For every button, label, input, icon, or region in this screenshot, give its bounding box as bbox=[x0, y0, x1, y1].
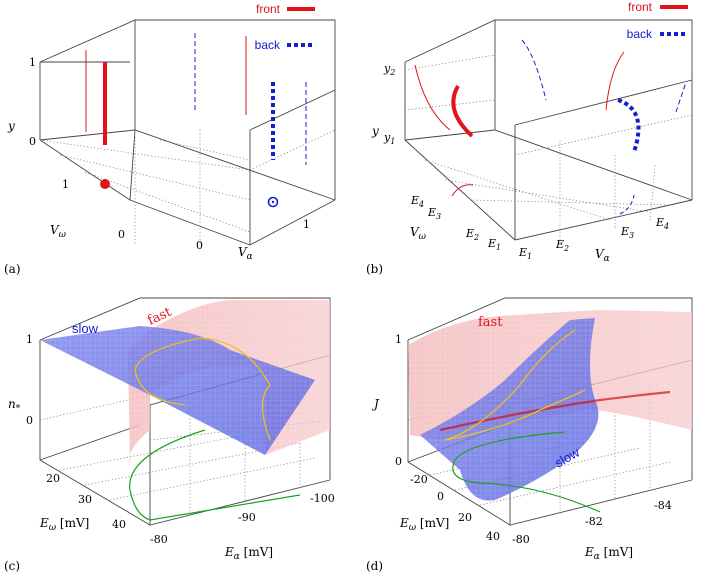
panel-c-z-tick-0: 0 bbox=[26, 414, 33, 427]
panel-b-right-tick-e4: E4 bbox=[655, 216, 669, 231]
panel-a-back-point-dot bbox=[271, 200, 275, 204]
panel-c-left-tick-40: 40 bbox=[112, 518, 126, 531]
panel-d-left-tick-0: 0 bbox=[437, 490, 444, 503]
panel-c-left-tick-30: 30 bbox=[78, 493, 92, 506]
panel-c-left-axis-label: Eω [mV] bbox=[39, 516, 89, 533]
panel-d-left-tick-m20: -20 bbox=[410, 473, 428, 486]
panel-b-back-curve-left bbox=[521, 39, 547, 101]
panel-b-front-curve-left bbox=[414, 64, 451, 131]
panel-c-slow-surface-mesh bbox=[40, 326, 315, 455]
panel-c-intersection-curve bbox=[134, 337, 271, 441]
panel-c-right-tick-100: -100 bbox=[310, 492, 335, 505]
panel-a: front back y 1 0 1 0 Vω 0 1 Vα (a) bbox=[4, 2, 336, 276]
panel-a-left-axis-label: Vω bbox=[50, 223, 67, 240]
panel-b-front-curve-right bbox=[605, 51, 625, 111]
panel-d-left-tick-40: 40 bbox=[486, 530, 500, 543]
panel-c-label: (c) bbox=[4, 559, 20, 573]
panel-b-right-axis-label: Vα bbox=[595, 247, 610, 264]
panel-a-right-axis-label: Vα bbox=[238, 245, 253, 262]
panel-b-z-tick-y1: y1 bbox=[383, 131, 395, 146]
panel-d-right-tick-82: -82 bbox=[585, 515, 603, 528]
panel-a-z-tick-1: 1 bbox=[29, 56, 36, 69]
panel-c-nullcline bbox=[129, 429, 301, 521]
panel-c-left-tick-20: 20 bbox=[46, 472, 60, 485]
panel-d: fast slow J 1 0 -20 0 20 40 Eω [mV] -80 … bbox=[366, 297, 693, 573]
panel-b-legend-front: front bbox=[628, 0, 653, 14]
panel-a-back-point bbox=[267, 196, 279, 208]
panel-b-back-curve-floor bbox=[619, 194, 635, 215]
panel-b-right-tick-e3: E3 bbox=[620, 225, 634, 240]
panel-c-right-tick-80: -80 bbox=[150, 533, 168, 546]
panel-a-legend-back: back bbox=[255, 38, 281, 52]
panel-b-left-tick-e2: E2 bbox=[465, 227, 479, 242]
panel-a-front-point bbox=[100, 179, 110, 189]
panel-b-legend-back: back bbox=[627, 27, 653, 41]
panel-d-left-tick-20: 20 bbox=[458, 511, 472, 524]
panel-d-right-axis-label: Eα [mV] bbox=[584, 545, 633, 562]
panel-a-z-tick-0: 0 bbox=[29, 135, 36, 148]
panel-b-back-curve-right bbox=[675, 81, 687, 113]
panel-a-z-label: y bbox=[7, 119, 15, 133]
panel-a-right-tick-0: 0 bbox=[196, 239, 203, 252]
panel-b-z-label: y bbox=[371, 124, 379, 138]
panel-d-left-axis-label: Eω [mV] bbox=[399, 516, 449, 533]
panel-d-z-tick-1: 1 bbox=[395, 333, 402, 346]
panel-b-left-tick-e1: E1 bbox=[487, 237, 501, 252]
panel-a-left-tick-0: 0 bbox=[118, 228, 125, 241]
panel-c-z-label: n* bbox=[8, 397, 21, 414]
panel-d-z-label: J bbox=[371, 397, 380, 411]
panel-a-right-tick-1: 1 bbox=[303, 218, 310, 231]
panel-c: slow fast n* 1 0 20 30 40 Eω [mV] -80 -9… bbox=[4, 297, 335, 573]
panel-b-left-tick-e3: E3 bbox=[427, 206, 441, 221]
panel-a-left-tick-1: 1 bbox=[62, 178, 69, 191]
panel-d-z-tick-0: 0 bbox=[395, 455, 402, 468]
panel-a-box bbox=[39, 19, 336, 246]
panel-b-front-curve-thick bbox=[451, 84, 474, 138]
panel-c-z-tick-1: 1 bbox=[26, 333, 33, 346]
panel-b-label: (b) bbox=[366, 262, 383, 276]
panel-b: front back y y2 y1 E4 E3 E2 E1 Vω E1 E2 … bbox=[366, 0, 693, 276]
panel-b-left-axis-label: Vω bbox=[410, 225, 427, 242]
panel-c-right-tick-90: -90 bbox=[238, 511, 256, 524]
panel-b-z-tick-y2: y2 bbox=[383, 62, 395, 77]
panel-c-slow-label: slow bbox=[72, 321, 99, 336]
panel-b-right-tick-e1: E1 bbox=[518, 246, 532, 261]
panel-d-intersection-curve bbox=[444, 329, 586, 441]
panel-d-fast-label: fast bbox=[478, 315, 503, 330]
panel-d-right-tick-80: -80 bbox=[512, 533, 530, 546]
panel-b-right-tick-e2: E2 bbox=[555, 238, 569, 253]
panel-a-label: (a) bbox=[4, 262, 21, 276]
panel-b-box bbox=[404, 19, 693, 241]
panel-d-right-tick-84: -84 bbox=[654, 499, 672, 512]
panel-b-back-curve-thick bbox=[617, 98, 641, 153]
panel-d-label: (d) bbox=[366, 559, 383, 573]
panel-b-left-tick-e4: E4 bbox=[410, 194, 424, 209]
panel-a-legend-front: front bbox=[256, 2, 281, 16]
panel-b-front-curve-floor bbox=[451, 184, 474, 197]
panel-d-slow-surface-mesh bbox=[420, 318, 599, 501]
panel-d-nullcline bbox=[452, 431, 601, 513]
panel-c-right-axis-label: Eα [mV] bbox=[224, 545, 273, 562]
